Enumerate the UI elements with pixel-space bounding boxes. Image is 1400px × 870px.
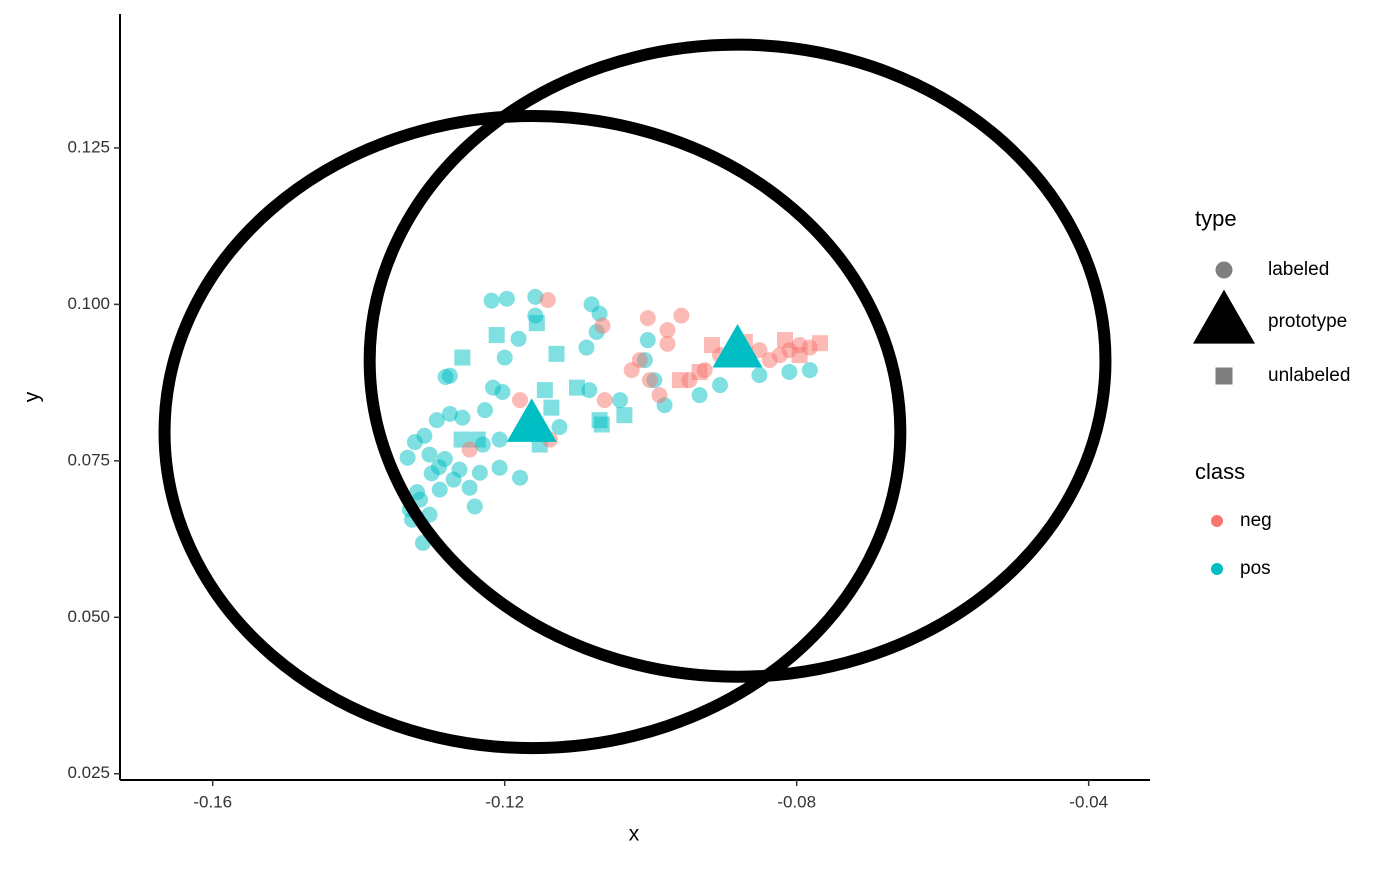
- point: [423, 465, 440, 482]
- legend-title: class: [1195, 459, 1245, 484]
- point: [431, 481, 448, 498]
- point: [578, 339, 595, 356]
- point: [491, 459, 508, 476]
- legend-marker: [1215, 367, 1233, 385]
- point: [691, 387, 708, 404]
- point: [483, 292, 500, 309]
- point: [639, 332, 656, 349]
- legend-label: neg: [1240, 510, 1272, 531]
- point: [406, 434, 423, 451]
- legend-marker: [1211, 515, 1223, 527]
- point: [496, 349, 513, 366]
- point: [641, 372, 658, 389]
- legend-marker: [1211, 563, 1223, 575]
- point: [494, 383, 511, 400]
- point: [548, 345, 565, 362]
- point: [616, 407, 633, 424]
- point: [581, 382, 598, 399]
- legend-label: prototype: [1268, 311, 1347, 332]
- x-tick-label: -0.16: [193, 792, 232, 811]
- ellipse: [158, 110, 907, 755]
- point: [801, 362, 818, 379]
- point: [454, 409, 471, 426]
- x-tick-label: -0.08: [777, 792, 816, 811]
- point: [659, 322, 676, 339]
- point: [399, 449, 416, 466]
- point: [445, 471, 462, 488]
- point: [491, 431, 508, 448]
- x-tick-label: -0.12: [485, 792, 524, 811]
- y-tick-label: 0.125: [67, 137, 110, 156]
- point: [454, 349, 471, 366]
- point: [623, 362, 640, 379]
- point: [593, 416, 610, 433]
- point: [712, 377, 729, 394]
- point: [594, 317, 611, 334]
- point: [612, 392, 629, 409]
- point: [812, 335, 829, 352]
- legend-label: pos: [1240, 558, 1271, 579]
- point: [712, 323, 763, 368]
- point: [512, 469, 529, 486]
- ellipse: [363, 38, 1112, 683]
- point: [428, 412, 445, 429]
- y-tick-label: 0.075: [67, 450, 110, 469]
- y-tick-label: 0.100: [67, 294, 110, 313]
- point: [543, 399, 560, 416]
- point: [536, 382, 553, 399]
- point: [506, 398, 557, 442]
- point: [527, 288, 544, 305]
- point: [421, 446, 438, 463]
- point: [437, 368, 454, 385]
- point: [539, 291, 556, 308]
- point: [751, 342, 768, 359]
- x-axis-title: x: [629, 823, 640, 846]
- point: [651, 387, 668, 404]
- point: [673, 307, 690, 324]
- point: [498, 290, 515, 307]
- point: [691, 363, 708, 380]
- y-tick-label: 0.050: [67, 607, 110, 626]
- legend-marker: [1215, 261, 1233, 279]
- point: [510, 330, 527, 347]
- point: [461, 441, 478, 458]
- y-axis-title: y: [21, 391, 44, 402]
- point: [751, 367, 768, 384]
- point: [471, 464, 488, 481]
- y-tick-label: 0.025: [67, 763, 110, 782]
- point: [476, 402, 493, 419]
- legend-marker: [1193, 289, 1255, 344]
- point: [568, 379, 585, 396]
- legend-label: labeled: [1268, 259, 1329, 280]
- point: [781, 363, 798, 380]
- point: [639, 310, 656, 327]
- point: [466, 498, 483, 515]
- point: [791, 347, 808, 364]
- legend-label: unlabeled: [1268, 365, 1350, 386]
- point: [528, 315, 545, 332]
- point: [461, 479, 478, 496]
- point: [659, 335, 676, 352]
- legend-title: type: [1195, 206, 1237, 231]
- point: [777, 332, 794, 349]
- point: [551, 419, 568, 436]
- point: [596, 392, 613, 409]
- point: [512, 392, 529, 409]
- point: [409, 484, 426, 501]
- point: [488, 327, 505, 344]
- point: [704, 337, 721, 354]
- point: [671, 372, 688, 389]
- point: [441, 405, 458, 422]
- x-tick-label: -0.04: [1069, 792, 1108, 811]
